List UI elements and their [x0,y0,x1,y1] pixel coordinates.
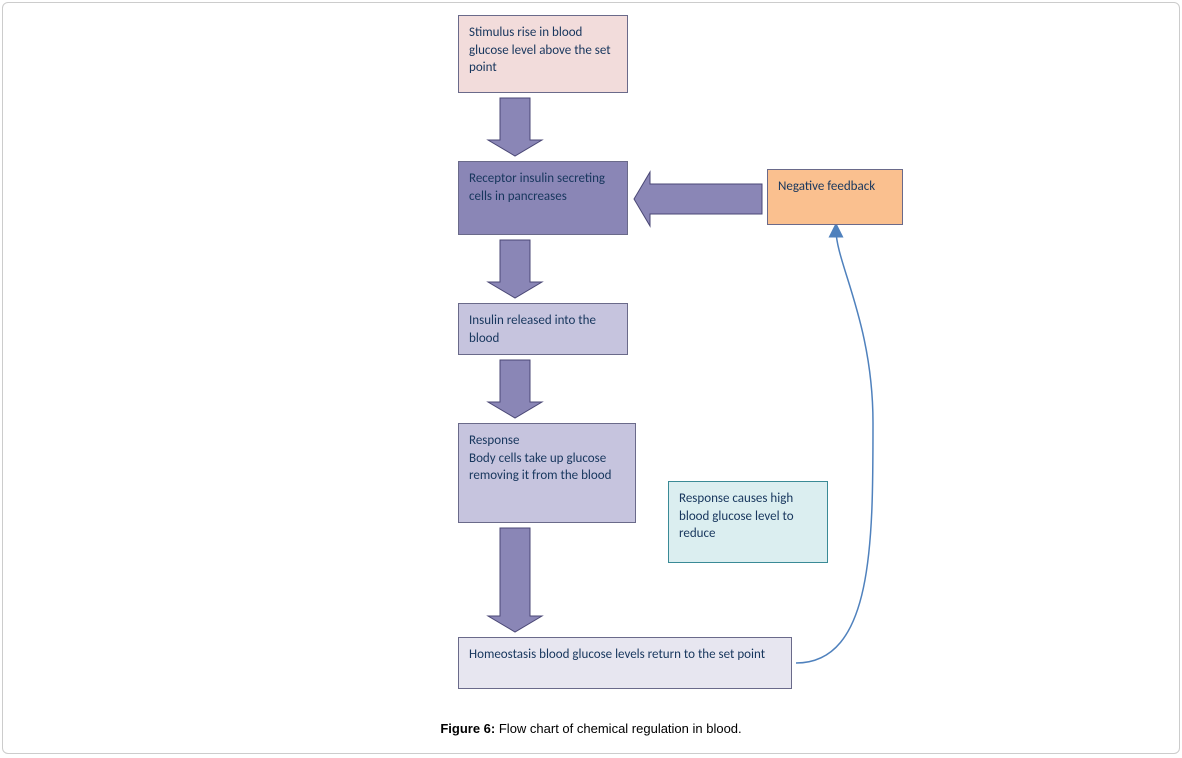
node-response-text: Response Body cells take up glucose remo… [469,433,611,483]
node-insulin-released: Insulin released into the blood [458,303,628,355]
node-response-reduce: Response causes high blood glucose level… [668,481,828,563]
arrow-stimulus-to-receptor [488,98,542,156]
arrow-receptor-to-insulin [488,240,542,298]
node-homeostasis-text: Homeostasis blood glucose levels return … [469,647,765,662]
arrow-feedback-to-receptor [634,172,762,226]
node-receptor-text: Receptor insulin secreting cells in panc… [469,171,605,204]
arrow-homeostasis-to-feedback [796,230,873,663]
node-stimulus-text: Stimulus rise in blood glucose level abo… [469,25,611,75]
arrow-response-to-homeostasis [488,528,542,632]
figure-caption-prefix: Figure 6: [440,721,495,736]
node-negative-feedback: Negative feedback [767,169,903,225]
node-response: Response Body cells take up glucose remo… [458,423,636,523]
figure-frame: Stimulus rise in blood glucose level abo… [2,2,1180,754]
node-reduce-text: Response causes high blood glucose level… [679,491,794,541]
node-insulin-text: Insulin released into the blood [469,313,596,346]
node-receptor: Receptor insulin secreting cells in panc… [458,161,628,235]
node-feedback-text: Negative feedback [778,179,875,194]
arrow-insulin-to-response [488,360,542,418]
figure-caption: Figure 6: Flow chart of chemical regulat… [3,721,1179,736]
node-homeostasis: Homeostasis blood glucose levels return … [458,637,792,689]
figure-caption-text: Flow chart of chemical regulation in blo… [495,721,741,736]
node-stimulus: Stimulus rise in blood glucose level abo… [458,15,628,93]
